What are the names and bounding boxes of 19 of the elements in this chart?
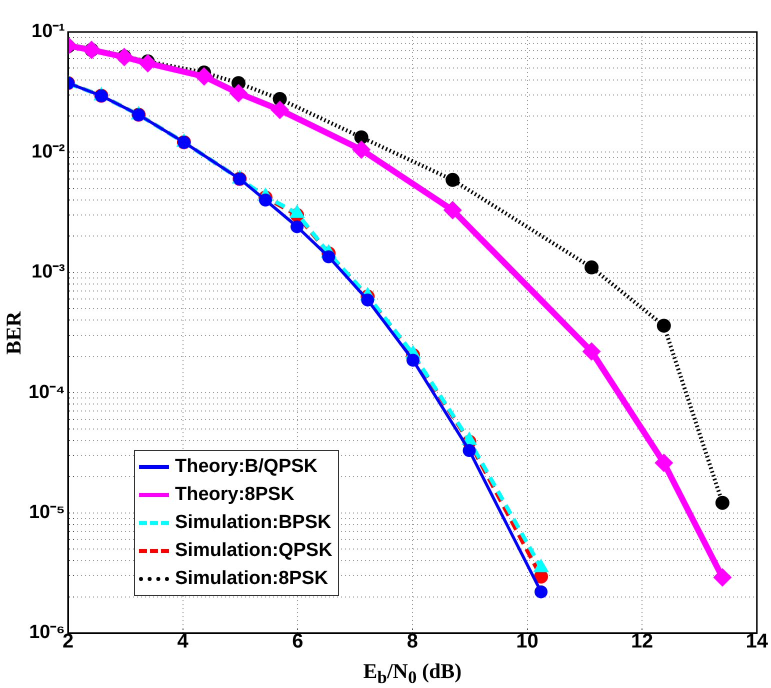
x-tick-label: 6: [292, 630, 304, 653]
y-tick-label: 10⁻⁵: [28, 502, 65, 524]
legend-label: Simulation:8PSK: [175, 568, 328, 590]
y-axis-title: BER: [2, 310, 26, 354]
x-axis-title: E$_{b}$/N$_{0}$ (dB): [363, 659, 462, 688]
x-tick-label: 14: [746, 630, 769, 653]
x-tick-label: 4: [177, 630, 190, 653]
legend-label: Simulation:QPSK: [175, 540, 332, 562]
y-tick-label: 10⁻³: [32, 262, 65, 283]
x-tick-label: 10: [516, 630, 538, 653]
legend-label: Theory:8PSK: [175, 484, 294, 506]
legend-label: Theory:B/QPSK: [175, 456, 318, 478]
y-tick-label: 10⁻²: [32, 141, 65, 162]
x-tick-label: 8: [406, 630, 418, 653]
y-tick-label: 10⁻⁴: [28, 382, 65, 403]
y-tick-label: 10⁻¹: [32, 21, 65, 42]
x-tick-label: 12: [630, 630, 654, 653]
legend-label: Simulation:BPSK: [175, 512, 332, 534]
y-tick-label: 10⁻⁶: [29, 622, 65, 644]
